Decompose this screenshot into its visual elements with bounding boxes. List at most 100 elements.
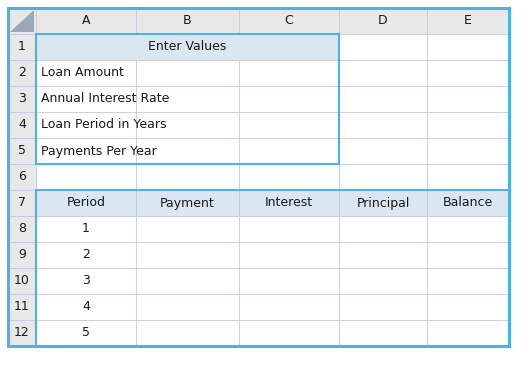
Text: 1: 1 xyxy=(18,40,26,53)
Bar xyxy=(427,268,509,294)
Bar xyxy=(36,138,136,164)
Bar xyxy=(239,138,339,164)
Bar xyxy=(36,8,136,34)
Text: E: E xyxy=(464,14,472,27)
Bar xyxy=(36,190,509,346)
Bar xyxy=(136,138,239,164)
Bar xyxy=(239,320,339,346)
Bar xyxy=(339,60,427,86)
Text: Balance: Balance xyxy=(443,197,493,210)
Bar xyxy=(339,268,427,294)
Text: 4: 4 xyxy=(82,301,90,314)
Bar xyxy=(36,216,136,242)
Bar xyxy=(8,164,36,190)
Text: Period: Period xyxy=(66,197,105,210)
Bar xyxy=(239,112,339,138)
Bar xyxy=(8,60,36,86)
Text: Payment: Payment xyxy=(160,197,215,210)
Polygon shape xyxy=(10,10,34,32)
Bar xyxy=(427,86,509,112)
Bar xyxy=(136,8,239,34)
Bar xyxy=(339,86,427,112)
Bar xyxy=(136,320,239,346)
Text: Payments Per Year: Payments Per Year xyxy=(41,144,157,157)
Bar xyxy=(239,294,339,320)
Bar xyxy=(339,294,427,320)
Bar xyxy=(36,164,136,190)
Bar xyxy=(427,8,509,34)
Text: Loan Amount: Loan Amount xyxy=(41,67,124,80)
Bar xyxy=(8,138,36,164)
Bar xyxy=(339,8,427,34)
Bar xyxy=(36,112,136,138)
Bar xyxy=(136,294,239,320)
Bar xyxy=(427,34,509,60)
Text: 1: 1 xyxy=(82,223,90,235)
Bar xyxy=(339,138,427,164)
Bar xyxy=(8,242,36,268)
Text: 2: 2 xyxy=(18,67,26,80)
Bar xyxy=(339,242,427,268)
Bar xyxy=(36,294,136,320)
Bar xyxy=(427,294,509,320)
Text: Enter Values: Enter Values xyxy=(148,40,227,53)
Bar xyxy=(8,268,36,294)
Bar xyxy=(339,320,427,346)
Bar xyxy=(36,138,136,164)
Bar xyxy=(427,320,509,346)
Text: 12: 12 xyxy=(14,327,30,339)
Bar xyxy=(8,294,36,320)
Bar xyxy=(36,60,136,86)
Bar xyxy=(239,60,339,86)
Bar xyxy=(136,112,239,138)
Bar xyxy=(8,34,36,60)
Bar xyxy=(427,216,509,242)
Bar xyxy=(8,8,36,34)
Bar xyxy=(239,8,339,34)
Bar xyxy=(239,268,339,294)
Bar xyxy=(36,86,136,112)
Bar xyxy=(427,164,509,190)
Bar xyxy=(339,190,427,216)
Text: 4: 4 xyxy=(18,118,26,131)
Text: 9: 9 xyxy=(18,248,26,261)
Text: D: D xyxy=(378,14,388,27)
Text: 11: 11 xyxy=(14,301,30,314)
Bar xyxy=(136,268,239,294)
Bar xyxy=(339,190,427,216)
Bar xyxy=(239,164,339,190)
Text: 6: 6 xyxy=(18,171,26,184)
Bar xyxy=(36,34,339,164)
Text: 10: 10 xyxy=(14,274,30,288)
Text: 7: 7 xyxy=(18,197,26,210)
Bar xyxy=(136,242,239,268)
Text: 8: 8 xyxy=(18,223,26,235)
Bar xyxy=(8,216,36,242)
Text: 3: 3 xyxy=(82,274,90,288)
Bar xyxy=(427,190,509,216)
Bar xyxy=(8,86,36,112)
Bar xyxy=(239,190,339,216)
Bar xyxy=(136,164,239,190)
Bar xyxy=(136,190,239,216)
Text: A: A xyxy=(82,14,90,27)
Text: 5: 5 xyxy=(82,327,90,339)
Bar xyxy=(427,190,509,216)
Bar xyxy=(239,34,339,60)
Bar xyxy=(36,112,136,138)
Bar xyxy=(136,86,239,112)
Bar xyxy=(8,112,36,138)
Bar xyxy=(239,216,339,242)
Text: B: B xyxy=(183,14,192,27)
Bar xyxy=(36,320,136,346)
Bar xyxy=(339,34,427,60)
Bar xyxy=(36,60,136,86)
Bar xyxy=(36,268,136,294)
Bar xyxy=(427,112,509,138)
Bar xyxy=(239,86,339,112)
Bar xyxy=(427,138,509,164)
Bar xyxy=(339,164,427,190)
Bar xyxy=(36,34,136,60)
Bar xyxy=(136,34,239,60)
Text: 5: 5 xyxy=(18,144,26,157)
